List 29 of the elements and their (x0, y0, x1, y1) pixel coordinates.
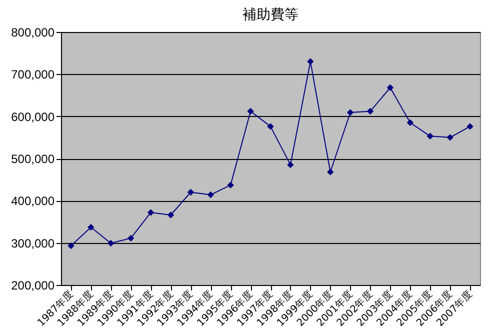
point (187, 188, 194, 196)
y-tick-label: 300,000 (11, 236, 55, 250)
point (207, 191, 214, 198)
y-tick-label: 400,000 (11, 194, 55, 208)
point (147, 209, 154, 216)
y-tick-label: 200,000 (11, 278, 55, 292)
point (127, 234, 134, 242)
point (426, 132, 434, 140)
point (108, 240, 114, 247)
point (386, 84, 394, 92)
point (247, 108, 254, 115)
point (307, 58, 314, 65)
point (446, 134, 454, 141)
y-tick-label: 500,000 (11, 152, 55, 166)
point (346, 109, 354, 116)
point (466, 123, 474, 130)
point (287, 161, 294, 168)
chart-title: 補助費等 (242, 7, 298, 23)
point (167, 212, 174, 218)
y-tick-label: 800,000 (11, 26, 55, 40)
point (267, 123, 274, 130)
y-tick-label: 600,000 (11, 110, 55, 124)
point (366, 108, 374, 115)
point (68, 242, 74, 250)
y-tick-label: 700,000 (11, 68, 55, 82)
point (406, 119, 414, 126)
point (327, 168, 334, 176)
point (88, 224, 94, 231)
point (227, 182, 234, 188)
